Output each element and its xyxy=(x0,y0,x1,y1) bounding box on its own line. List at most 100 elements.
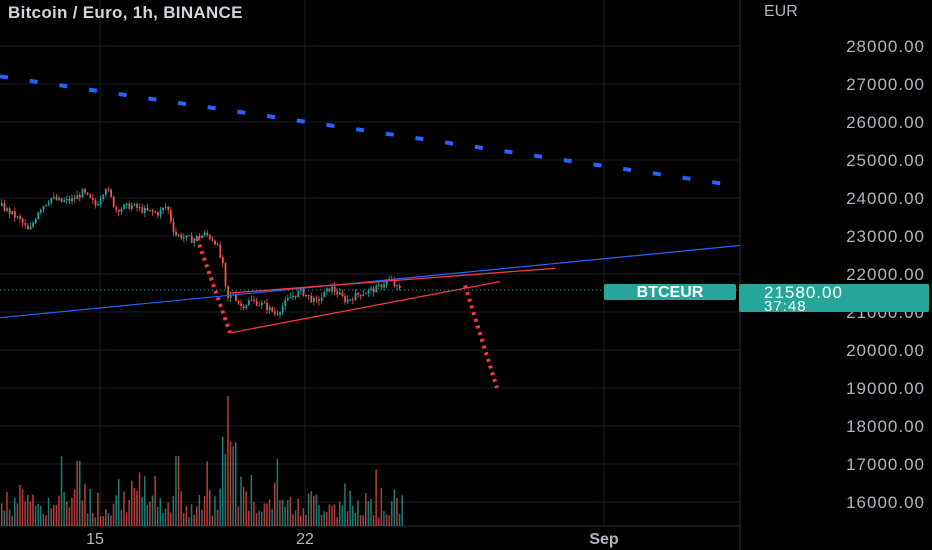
volume-bar xyxy=(167,502,169,526)
volume-bar xyxy=(279,500,281,526)
volume-bar xyxy=(292,514,294,526)
volume-bar xyxy=(375,469,377,526)
volume-bar xyxy=(313,495,315,526)
volume-bar xyxy=(224,454,227,526)
candle-body xyxy=(136,204,138,208)
candle-body xyxy=(323,291,326,298)
y-tick-label: 26000.00 xyxy=(846,113,925,132)
candle-body xyxy=(19,216,21,219)
volume-bar xyxy=(383,511,385,526)
volume-bar xyxy=(71,497,73,526)
projection-right xyxy=(463,284,499,389)
candle-body xyxy=(133,204,136,206)
candle-body xyxy=(396,285,398,287)
volume-bar xyxy=(1,503,3,526)
volume-bar xyxy=(359,515,362,526)
candle-body xyxy=(21,218,24,223)
candle-body xyxy=(294,295,297,297)
wedge-upper-line xyxy=(229,267,556,294)
volume-bar xyxy=(172,495,175,526)
candle-body xyxy=(372,288,375,293)
volume-bar xyxy=(214,496,216,526)
volume-bar xyxy=(125,512,128,526)
candle-body xyxy=(71,198,73,202)
volume-bar xyxy=(151,495,154,526)
candle-body xyxy=(47,202,50,205)
volume-bar xyxy=(196,506,198,526)
candle-body xyxy=(266,302,268,311)
volume-bar xyxy=(105,509,107,526)
candle-body xyxy=(34,219,37,223)
candle-body xyxy=(3,203,6,211)
candle-body xyxy=(224,263,227,286)
candle-body xyxy=(27,225,29,230)
candle-body xyxy=(55,196,58,201)
candle-body xyxy=(68,198,71,202)
x-tick-label: Sep xyxy=(589,531,619,548)
candle-body xyxy=(214,240,216,245)
volume-bar xyxy=(380,488,383,526)
y-tick-label: 28000.00 xyxy=(846,37,925,56)
volume-bar xyxy=(274,482,276,526)
volume-bar xyxy=(341,505,344,526)
volume-bar xyxy=(50,508,52,526)
volume-bar xyxy=(63,492,65,526)
volume-bar xyxy=(133,487,136,526)
candle-body xyxy=(302,287,305,297)
volume-bar xyxy=(94,517,97,526)
volume-bar xyxy=(370,498,372,526)
volume-bar xyxy=(393,489,396,526)
x-tick-label: 22 xyxy=(296,531,314,548)
blue-dotted-channel xyxy=(0,74,731,187)
volume-bar xyxy=(86,513,89,526)
candle-body xyxy=(281,306,284,313)
volume-bar xyxy=(21,489,24,526)
candle-body xyxy=(193,238,196,243)
candle-body xyxy=(336,291,339,295)
volume-bar xyxy=(14,497,16,526)
volume-bar xyxy=(198,494,201,526)
candle-body xyxy=(357,292,359,295)
volume-bar xyxy=(92,512,94,526)
currency-label: EUR xyxy=(764,3,798,20)
volume-bar xyxy=(55,504,58,526)
y-tick-label: 19000.00 xyxy=(846,379,925,398)
volume-bar xyxy=(201,509,203,526)
candle-body xyxy=(89,194,92,198)
volume-bar xyxy=(245,491,247,526)
volume-bar xyxy=(339,501,341,526)
candle-body xyxy=(328,288,331,292)
chart-title: Bitcoin / Euro, 1h, BINANCE xyxy=(8,3,243,22)
candle-body xyxy=(14,211,16,218)
candle-body xyxy=(40,209,42,213)
candle-body xyxy=(172,221,175,232)
volume-bar xyxy=(76,461,78,526)
volume-bar xyxy=(401,495,403,526)
candle-body xyxy=(393,280,396,287)
volume-bar xyxy=(40,505,42,526)
candle-body xyxy=(201,235,203,238)
candle-body xyxy=(42,206,45,210)
candle-body xyxy=(99,198,102,205)
candle-body xyxy=(268,307,271,311)
volume-bar xyxy=(144,476,146,526)
volume-bar xyxy=(284,506,286,526)
volume-bar xyxy=(157,506,159,526)
volume-bar xyxy=(219,488,221,526)
candle-body xyxy=(50,198,53,203)
volume-bar xyxy=(367,501,370,526)
candle-body xyxy=(346,299,349,303)
volume-bar xyxy=(385,514,388,526)
volume-bar xyxy=(209,489,211,526)
candle-body xyxy=(76,195,79,200)
x-tick-label: 15 xyxy=(86,531,104,548)
candle-body xyxy=(37,212,40,220)
volume-bar xyxy=(190,504,193,526)
volume-bar xyxy=(141,496,143,526)
candle-body xyxy=(159,210,162,216)
volume-bar xyxy=(89,488,91,526)
candle-body xyxy=(253,299,255,301)
volume-bar xyxy=(112,503,115,526)
candle-body xyxy=(183,237,185,239)
